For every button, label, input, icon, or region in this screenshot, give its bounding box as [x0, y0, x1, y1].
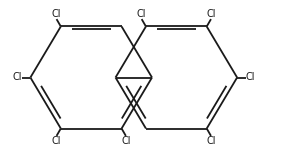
Text: Cl: Cl — [52, 9, 61, 19]
Text: Cl: Cl — [206, 9, 216, 19]
Text: Cl: Cl — [206, 136, 216, 146]
Text: Cl: Cl — [246, 73, 255, 82]
Text: Cl: Cl — [12, 73, 22, 82]
Text: Cl: Cl — [121, 136, 131, 146]
Text: Cl: Cl — [52, 136, 61, 146]
Text: Cl: Cl — [137, 9, 146, 19]
